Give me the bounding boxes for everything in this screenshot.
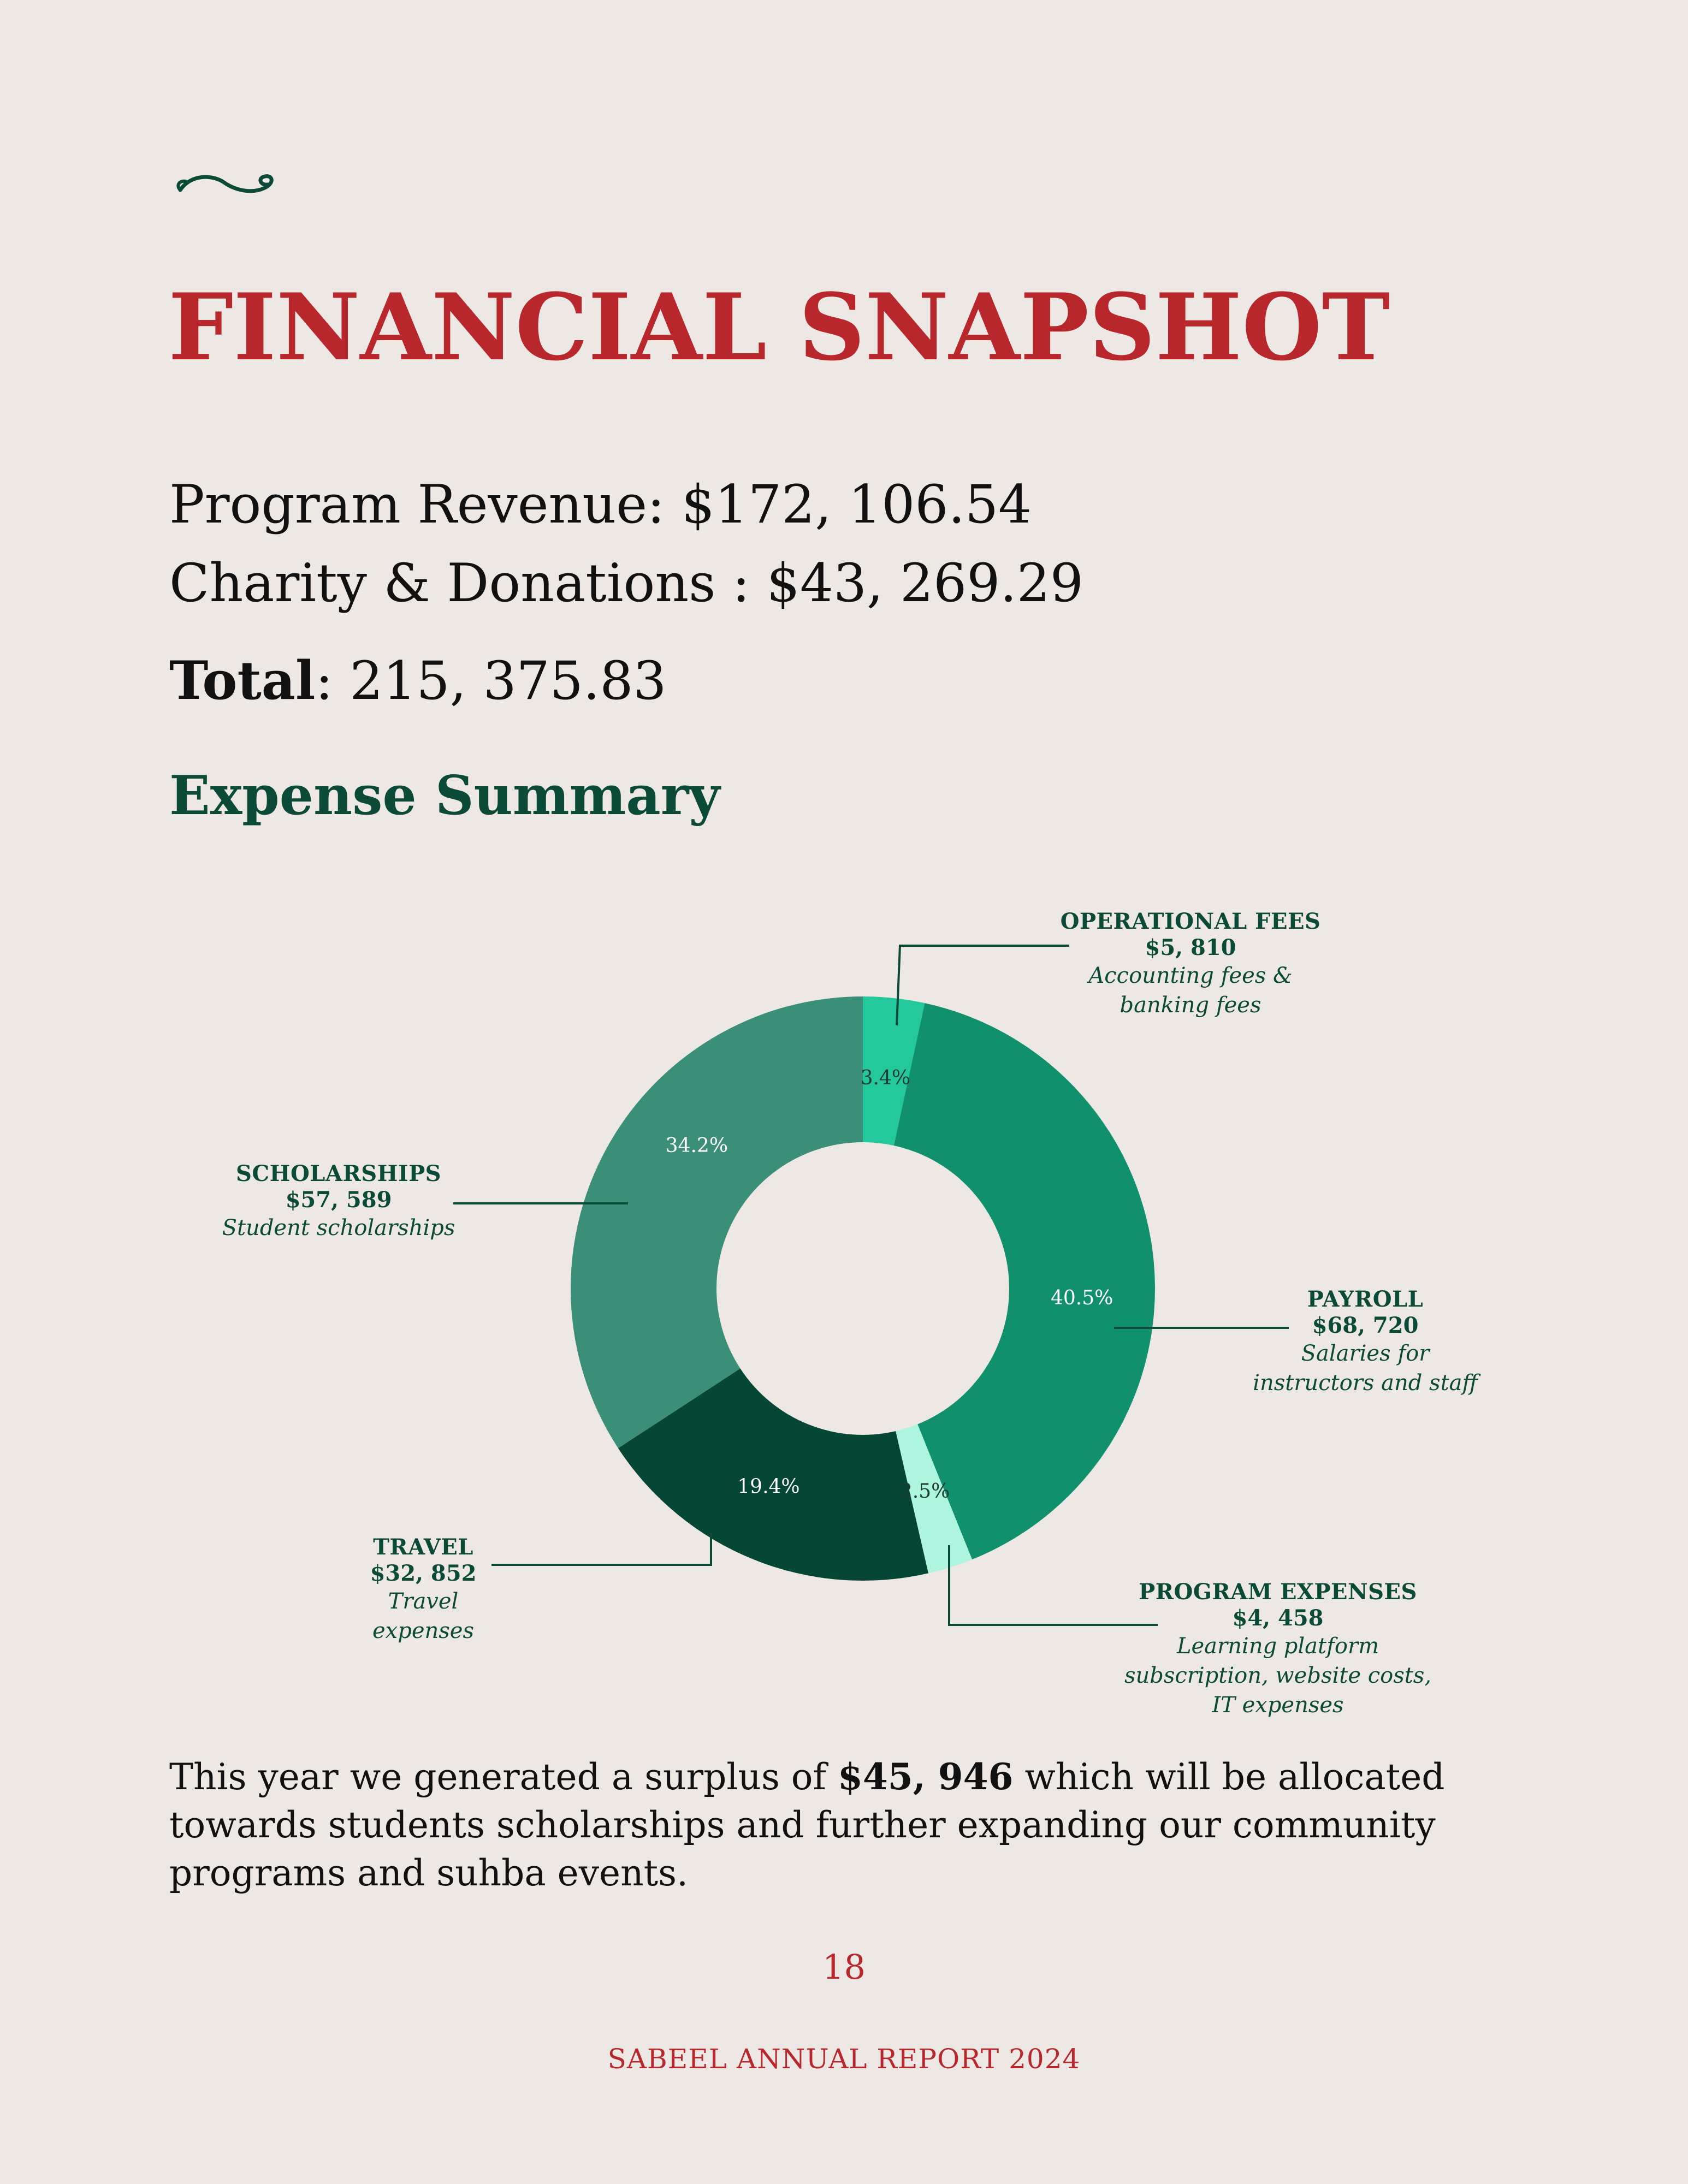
surplus-amount: $45, 946: [837, 1755, 1014, 1798]
callout-title: OPERATIONAL FEES: [1060, 909, 1321, 934]
total-value: : 215, 375.83: [315, 650, 667, 711]
callout-description: expenses: [372, 1618, 474, 1643]
callout-scholarships: SCHOLARSHIPS $57, 589 Student scholarshi…: [221, 1161, 456, 1243]
callout-amount: $4, 458: [1232, 1605, 1324, 1631]
callout-description: Travel: [388, 1589, 459, 1614]
callout-description: subscription, website costs,: [1124, 1663, 1432, 1688]
donations-line: Charity & Donations : $43, 269.29: [169, 553, 1083, 614]
donut-label-program-expenses: 2.5%: [900, 1480, 950, 1503]
donut-label-scholarships: 34.2%: [666, 1135, 728, 1157]
donut-label-payroll: 40.5%: [1051, 1287, 1113, 1309]
summary-text-before: This year we generated a surplus of: [169, 1756, 838, 1798]
callout-travel: TRAVEL $32, 852 Travel expenses: [350, 1534, 497, 1646]
donut-segment-operational-fees: [863, 996, 925, 1146]
callout-description: instructors and staff: [1253, 1370, 1478, 1396]
callout-description: IT expenses: [1212, 1693, 1344, 1718]
leader-line-program: [948, 1545, 1158, 1626]
donations-label: Charity & Donations :: [169, 553, 750, 614]
expense-summary-heading: Expense Summary: [169, 764, 720, 827]
summary-text-after: which will be allocated towards students…: [169, 1756, 1445, 1894]
callout-amount: $68, 720: [1312, 1313, 1419, 1338]
page-title: FINANCIAL SNAPSHOT: [168, 273, 1390, 381]
callout-operational-fees: OPERATIONAL FEES $5, 810 Accounting fees…: [1054, 909, 1327, 1020]
callout-title: PAYROLL: [1307, 1286, 1424, 1312]
leader-line-operational: [896, 945, 1069, 1026]
donations-value: $43, 269.29: [766, 553, 1083, 614]
page-number: 18: [822, 1947, 866, 1987]
callout-amount: $32, 852: [370, 1560, 477, 1586]
surplus-summary-paragraph: This year we generated a surplus of $45,…: [169, 1753, 1545, 1897]
donut-label-operational-fees: 3.4%: [861, 1067, 910, 1089]
callout-amount: $57, 589: [285, 1187, 392, 1213]
callout-description: Learning platform: [1176, 1634, 1379, 1659]
callout-program-expenses: PROGRAM EXPENSES $4, 458 Learning platfo…: [1114, 1579, 1442, 1720]
callout-description: Salaries for: [1301, 1341, 1430, 1366]
total-line: Total: 215, 375.83: [169, 650, 667, 711]
donut-segment-program-expenses: [896, 1424, 973, 1574]
footer-report-title: SABEEL ANNUAL REPORT 2024: [607, 2043, 1081, 2075]
callout-payroll: PAYROLL $68, 720 Salaries for instructor…: [1240, 1286, 1491, 1398]
program-revenue-value: $172, 106.54: [681, 474, 1032, 535]
callout-title: TRAVEL: [373, 1534, 473, 1560]
program-revenue-line: Program Revenue: $172, 106.54: [169, 474, 1032, 535]
callout-title: SCHOLARSHIPS: [235, 1161, 442, 1186]
donut-segment-payroll: [893, 1003, 1156, 1560]
callout-description: banking fees: [1120, 993, 1261, 1018]
total-label: Total: [169, 650, 316, 711]
leader-line-travel: [491, 1533, 712, 1566]
callout-description: Student scholarships: [222, 1215, 455, 1241]
callout-amount: $5, 810: [1145, 935, 1236, 960]
donut-segment-scholarships: [570, 996, 863, 1449]
flourish-ornament: [176, 174, 274, 193]
callout-title: PROGRAM EXPENSES: [1139, 1579, 1417, 1605]
donut-segment-travel: [618, 1368, 928, 1581]
callout-description: Accounting fees &: [1088, 963, 1293, 988]
program-revenue-label: Program Revenue:: [169, 474, 665, 535]
donut-label-travel: 19.4%: [737, 1476, 799, 1498]
